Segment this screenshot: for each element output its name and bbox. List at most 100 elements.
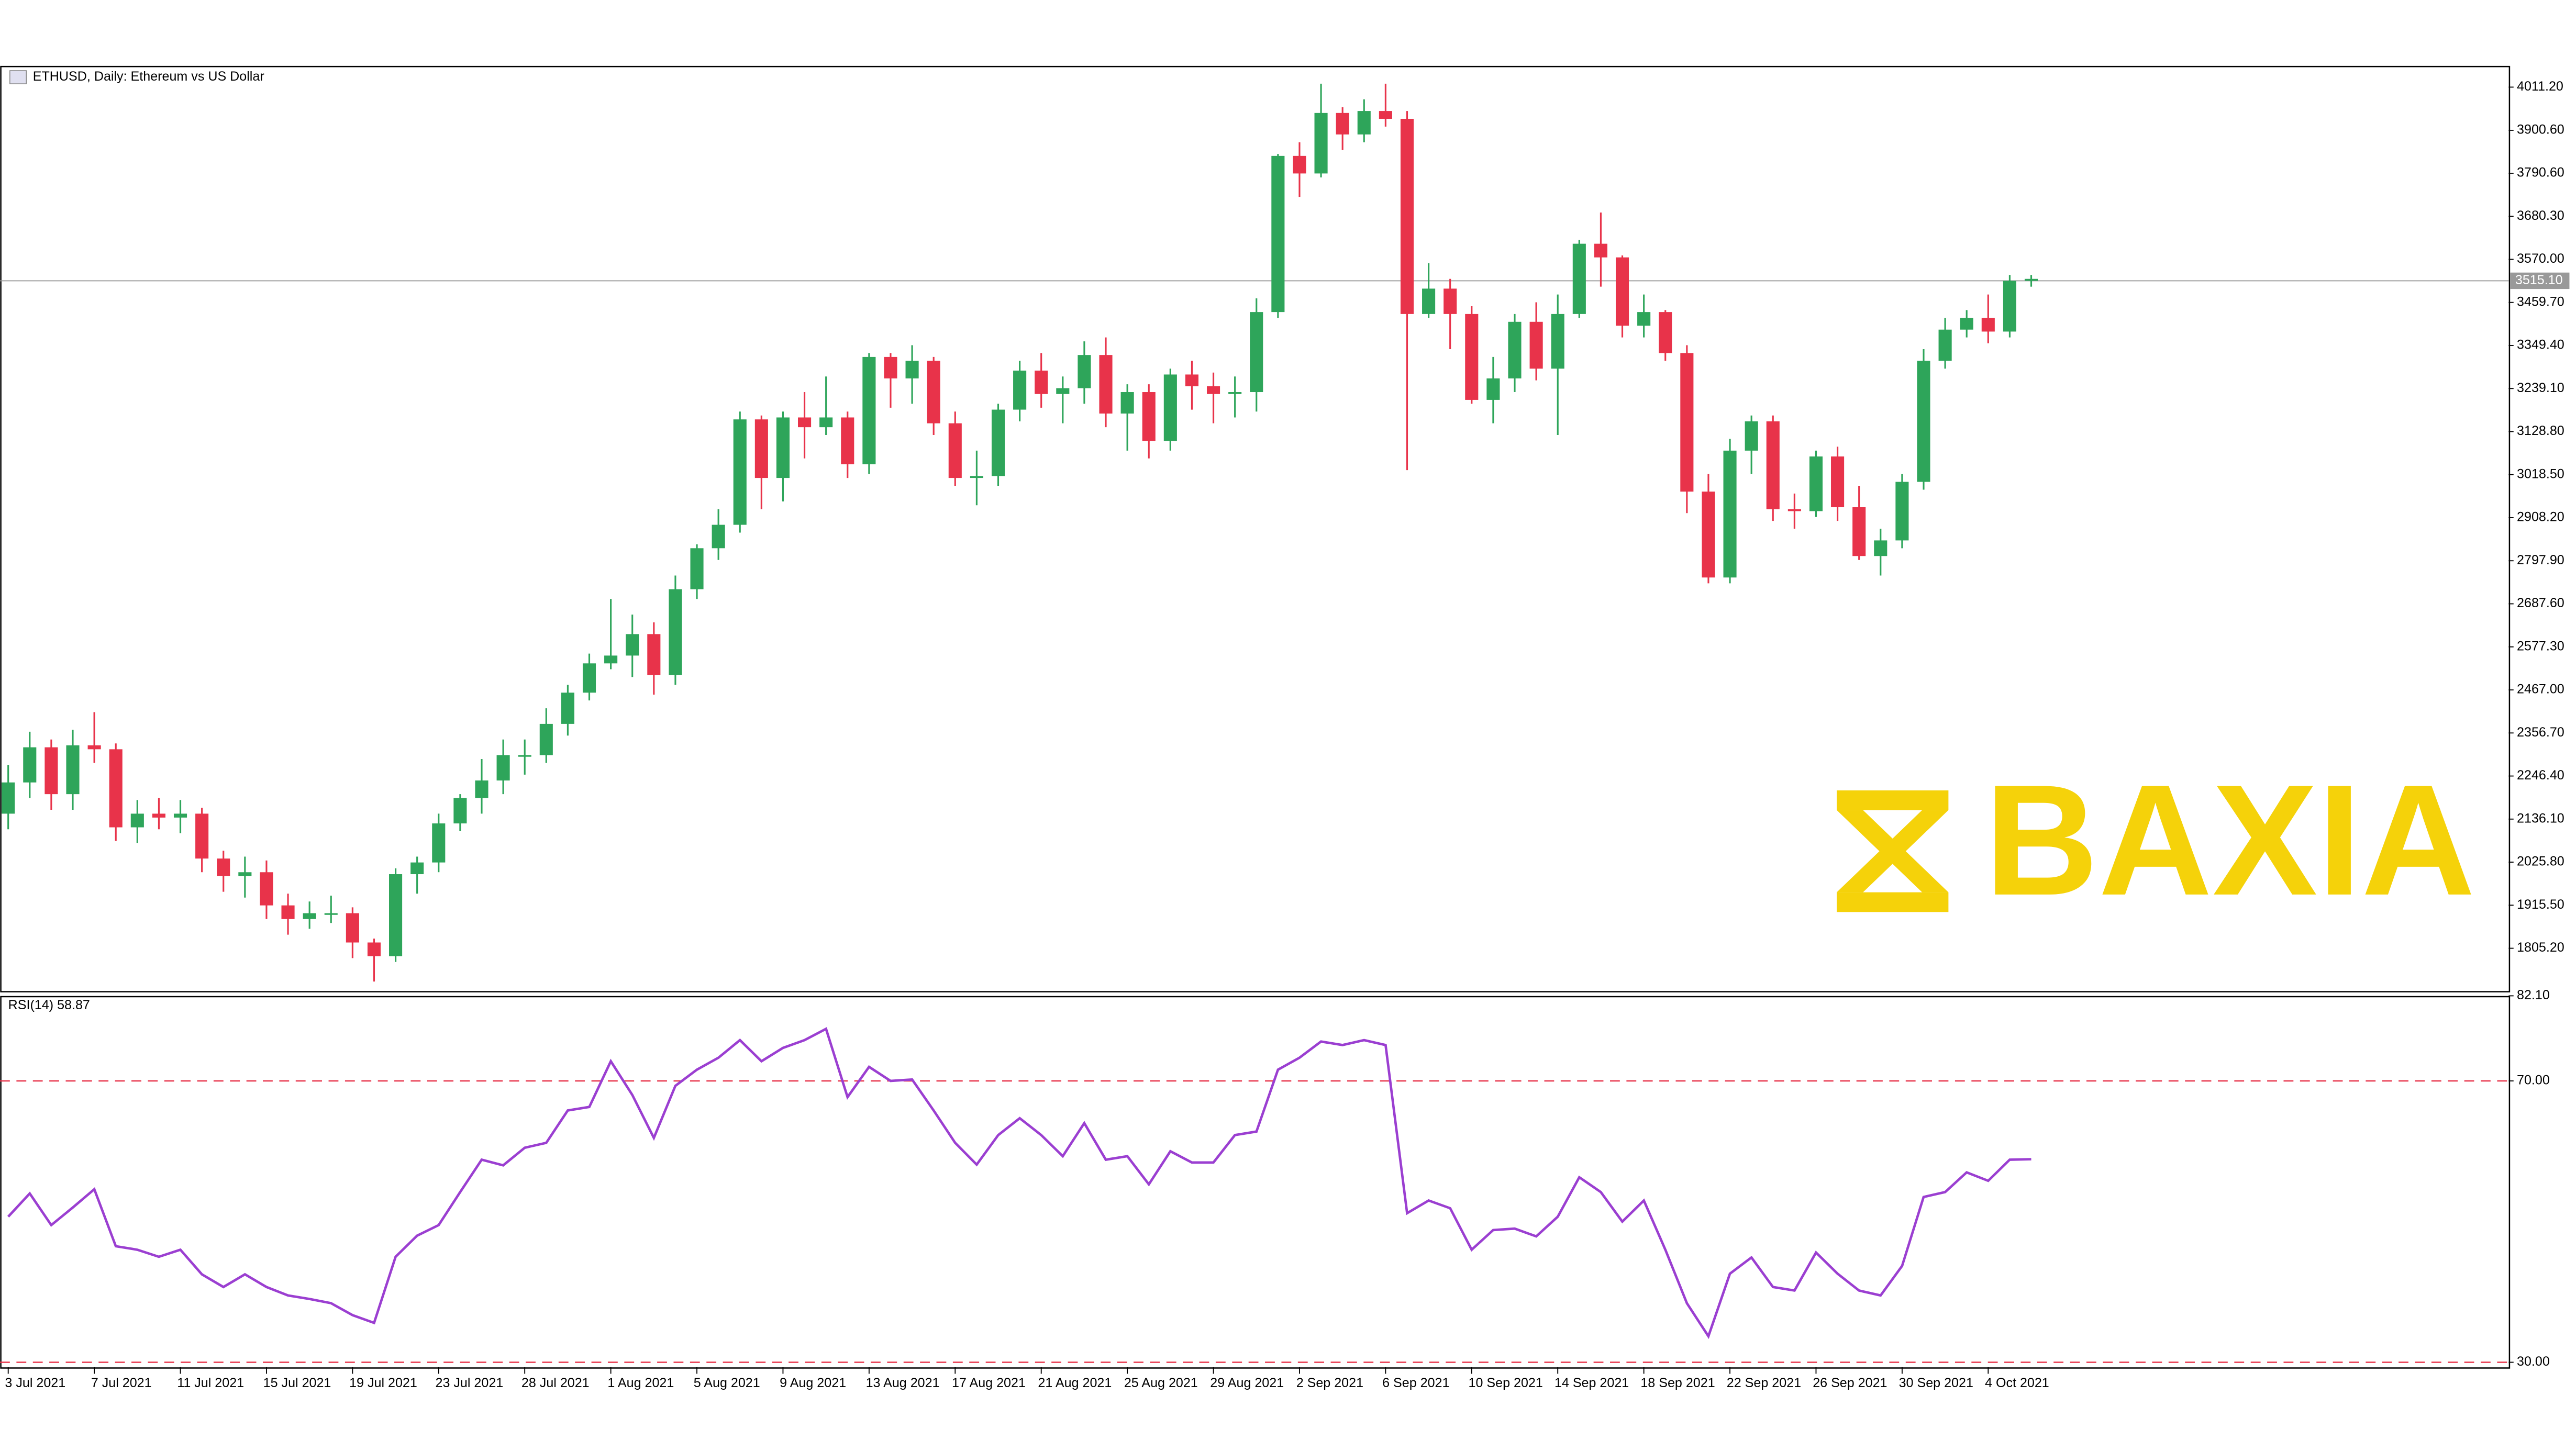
candle-body <box>991 409 1005 476</box>
candle-body <box>1228 392 1242 394</box>
candle-body <box>1723 450 1737 578</box>
x-tick-label: 4 Oct 2021 <box>1985 1376 2049 1390</box>
y-tick-label: 2577.30 <box>2517 639 2564 653</box>
x-tick-label: 13 Aug 2021 <box>866 1376 940 1390</box>
x-tick-label: 15 Jul 2021 <box>263 1376 331 1390</box>
candle-body <box>1444 288 1457 314</box>
x-tick-label: 6 Sep 2021 <box>1382 1376 1449 1390</box>
candle-body <box>1680 353 1694 492</box>
candle-body <box>2 782 15 814</box>
candle-body <box>798 417 812 428</box>
candle-body <box>475 780 488 798</box>
candle-body <box>1766 421 1780 509</box>
x-tick-label: 10 Sep 2021 <box>1469 1376 1543 1390</box>
watermark: BAXIA <box>1984 752 2475 928</box>
candle-body <box>1099 355 1113 414</box>
candle-body <box>260 872 273 906</box>
candle-body <box>733 419 747 525</box>
chart-title: ETHUSD, Daily: Ethereum vs US Dollar <box>33 69 264 84</box>
y-tick-label: 2136.10 <box>2517 811 2564 825</box>
x-tick-label: 17 Aug 2021 <box>952 1376 1026 1390</box>
candle-body <box>173 813 187 818</box>
candle-body <box>841 417 854 464</box>
y-tick-label: 3128.80 <box>2517 423 2564 438</box>
y-tick-label: 2356.70 <box>2517 725 2564 740</box>
x-tick-label: 29 Aug 2021 <box>1210 1376 1284 1390</box>
candle-body <box>1035 371 1048 394</box>
x-tick-label: 2 Sep 2021 <box>1296 1376 1363 1390</box>
x-tick-label: 25 Aug 2021 <box>1124 1376 1198 1390</box>
candle-body <box>1659 312 1672 353</box>
candle-body <box>453 798 467 824</box>
candle-body <box>1271 155 1285 312</box>
candle-body <box>1056 388 1070 394</box>
candle-body <box>195 813 209 859</box>
candle-body <box>905 361 919 378</box>
y-tick-label: 4011.20 <box>2517 79 2563 94</box>
x-tick-label: 7 Jul 2021 <box>91 1376 152 1390</box>
y-tick-label: 3680.30 <box>2517 208 2564 223</box>
candle-body <box>2003 281 2016 332</box>
y-tick-label: 2687.60 <box>2517 596 2564 610</box>
y-tick-label: 3239.10 <box>2517 381 2564 395</box>
candle-body <box>669 589 682 675</box>
candle-body <box>1551 314 1564 369</box>
rsi-title: RSI(14) 58.87 <box>8 998 90 1012</box>
current-price-label: 3515.10 <box>2515 273 2563 287</box>
price-panel <box>0 65 2511 992</box>
x-tick-label: 9 Aug 2021 <box>780 1376 846 1390</box>
candle-body <box>1142 392 1156 441</box>
candle-body <box>1594 243 1607 258</box>
candle-body <box>1702 492 1715 578</box>
candle-body <box>130 813 144 828</box>
candle-body <box>604 655 618 664</box>
candle-body <box>776 417 790 478</box>
candle-body <box>410 862 424 875</box>
y-tick-label: 2467.00 <box>2517 682 2564 697</box>
candle-body <box>1508 321 1522 378</box>
candle-body <box>1357 111 1371 135</box>
candle-body <box>367 942 381 956</box>
candle-body <box>324 913 338 915</box>
candle-body <box>862 356 876 464</box>
candle-body <box>66 745 80 795</box>
candle-body <box>109 749 123 828</box>
x-tick-label: 5 Aug 2021 <box>694 1376 760 1390</box>
y-tick-label: 70.00 <box>2517 1073 2550 1088</box>
current-price-box <box>2510 272 2570 289</box>
candle-body <box>970 476 983 478</box>
candle-body <box>754 419 768 478</box>
candle-body <box>1938 329 1952 361</box>
candle-body <box>496 755 510 781</box>
y-tick-label: 1915.50 <box>2517 897 2564 912</box>
candle-body <box>539 723 553 755</box>
candle-body <box>1637 312 1651 326</box>
candle-body <box>1981 318 1995 332</box>
candle-body <box>1336 113 1349 135</box>
rsi-panel <box>0 996 2511 1369</box>
y-tick-label: 30.00 <box>2517 1354 2550 1369</box>
candle-body <box>1185 374 1198 386</box>
candle-body <box>1206 386 1220 394</box>
x-tick-label: 21 Aug 2021 <box>1038 1376 1112 1390</box>
rsi-line <box>7 1027 2031 1340</box>
x-tick-label: 14 Sep 2021 <box>1555 1376 1629 1390</box>
candle-body <box>1572 243 1586 314</box>
y-tick-label: 2797.90 <box>2517 553 2564 567</box>
candle-body <box>23 747 37 783</box>
candle-body <box>1314 113 1328 174</box>
candle-body <box>1013 371 1027 410</box>
candle-body <box>238 872 252 876</box>
candle-body <box>1293 155 1306 174</box>
y-tick-label: 1805.20 <box>2517 940 2564 955</box>
candle-body <box>1809 456 1823 511</box>
candle-body <box>690 548 704 589</box>
candle-body <box>1787 509 1801 511</box>
y-tick-label: 3570.00 <box>2517 251 2564 266</box>
x-tick-label: 22 Sep 2021 <box>1727 1376 1801 1390</box>
y-tick-label: 2025.80 <box>2517 854 2564 869</box>
candle-body <box>647 634 661 675</box>
candle-body <box>561 693 574 724</box>
candle-body <box>1379 111 1392 119</box>
